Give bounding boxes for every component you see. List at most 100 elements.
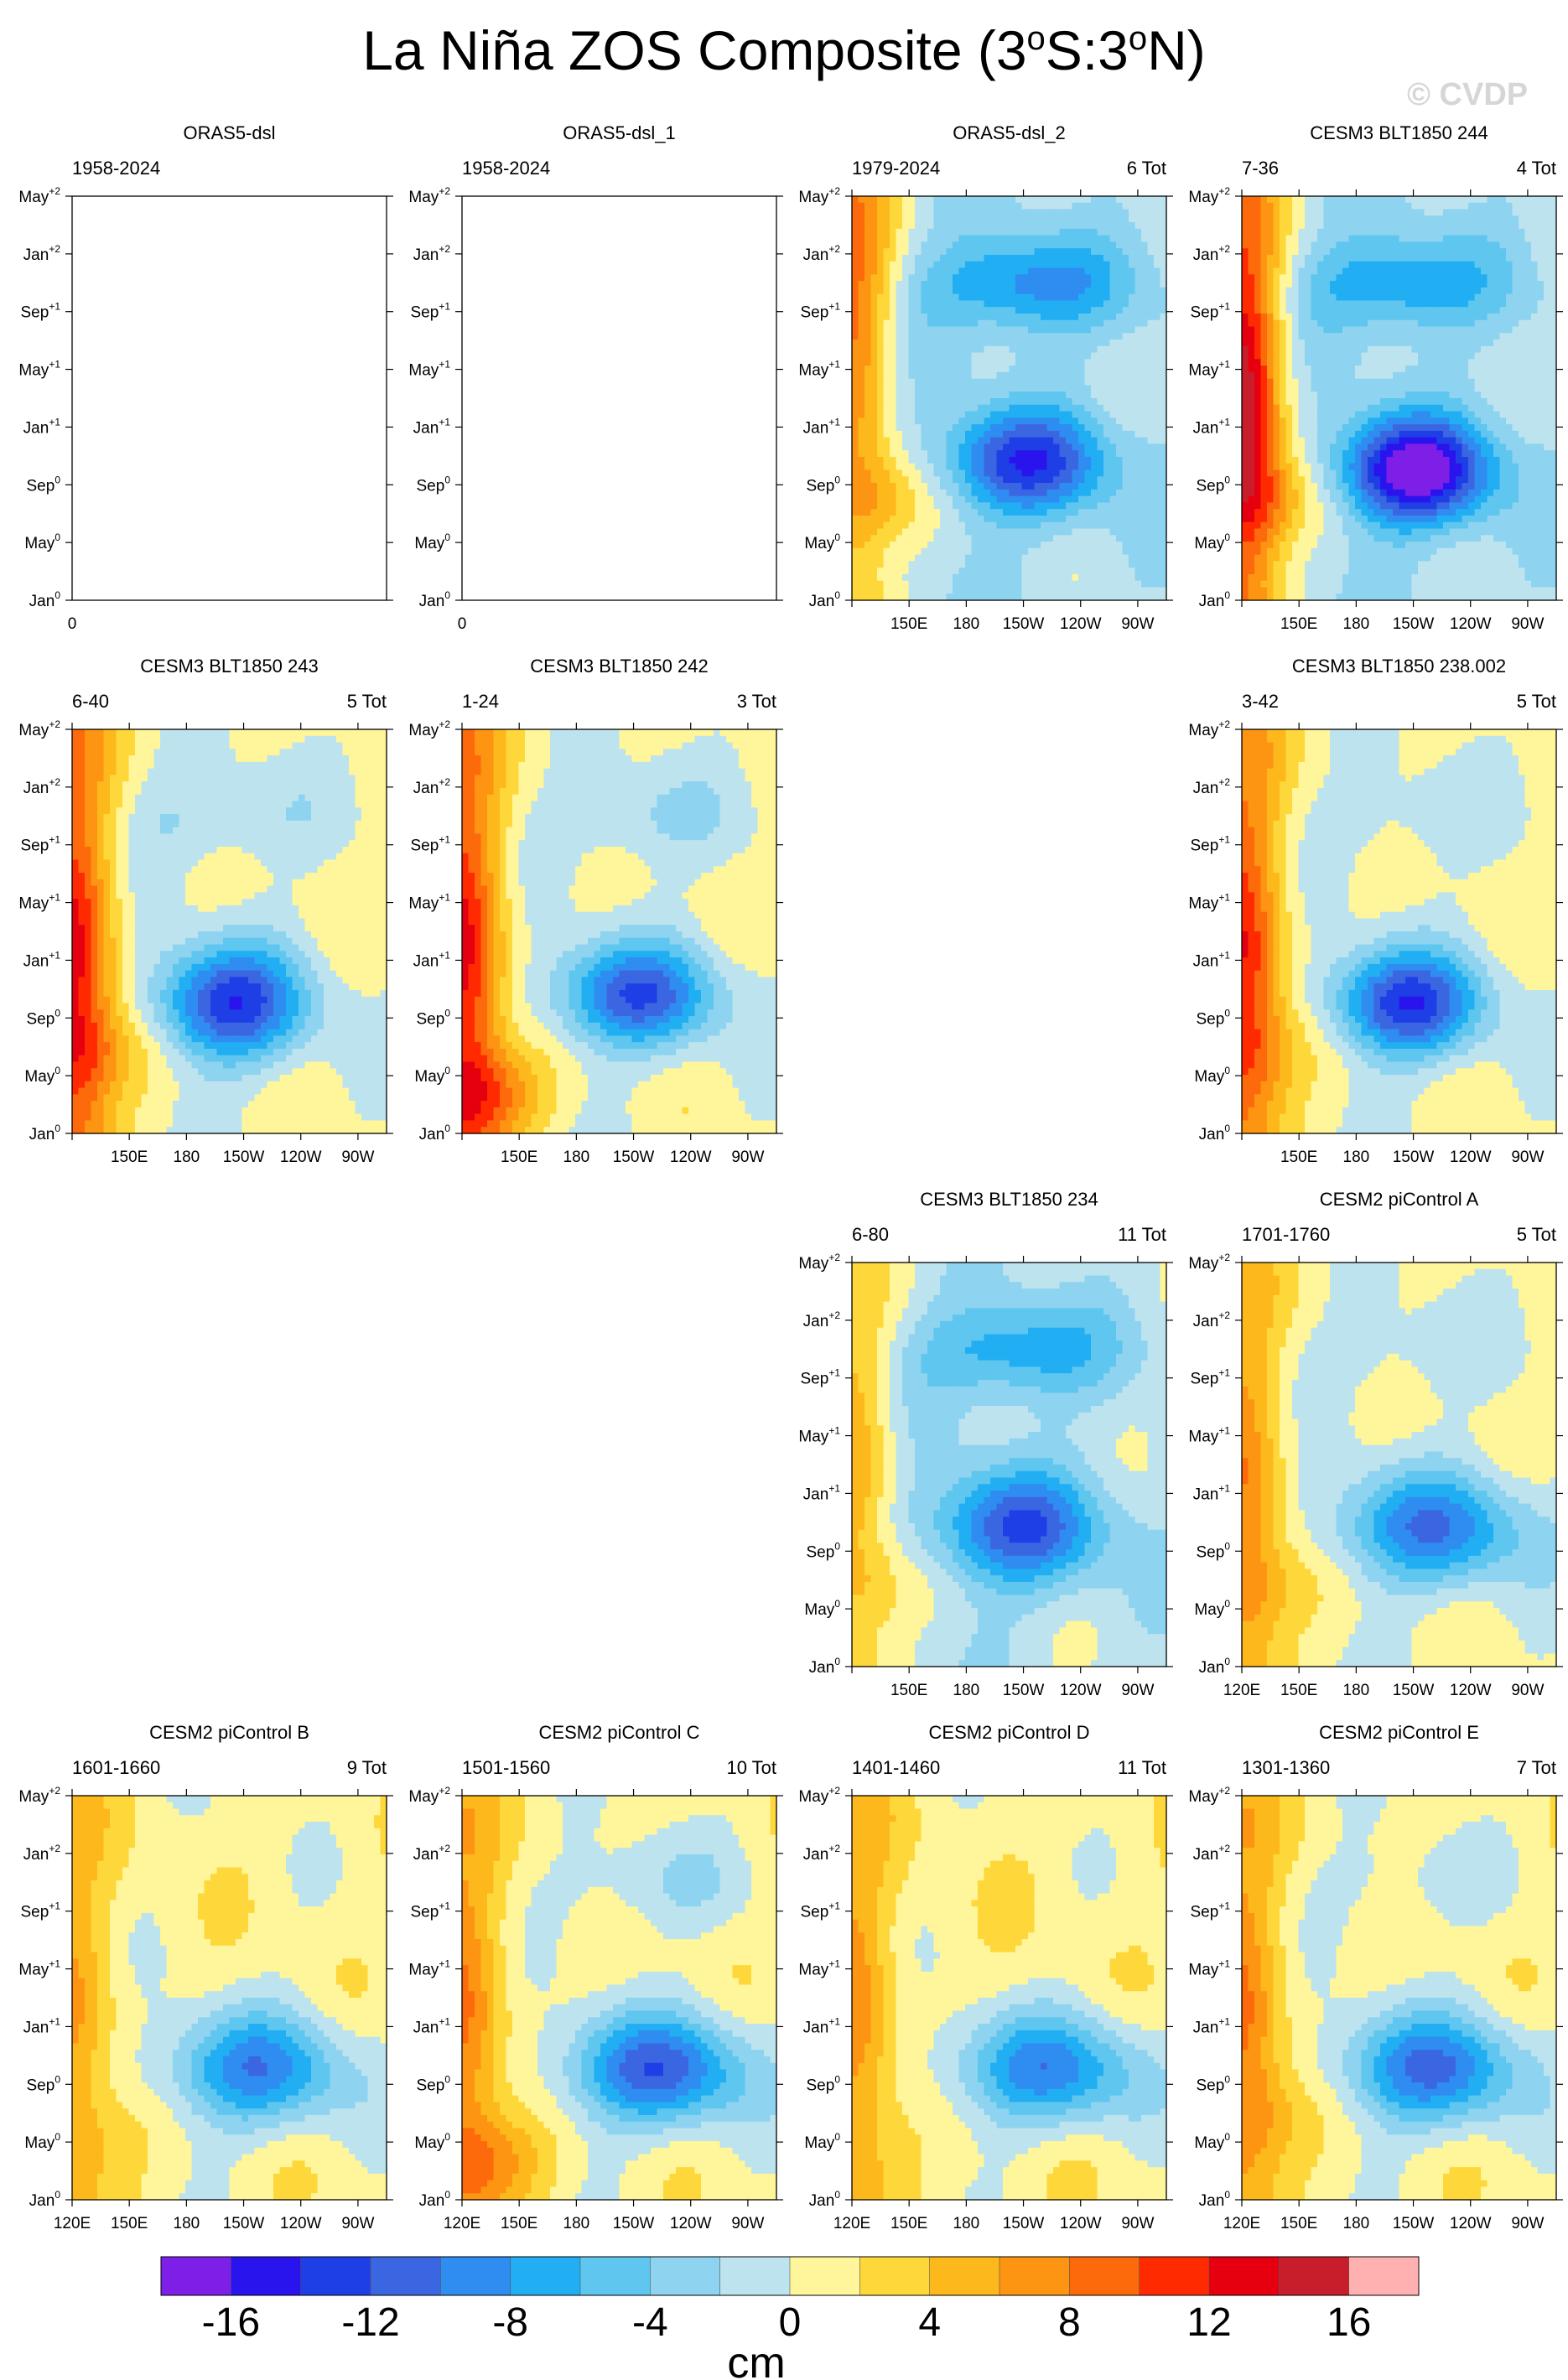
contour-cell bbox=[1116, 307, 1123, 314]
y-tick-label: Jan+1 bbox=[413, 416, 451, 437]
contour-cell bbox=[1098, 222, 1104, 229]
contour-cell bbox=[859, 288, 865, 294]
contour-cell bbox=[902, 300, 909, 307]
contour-cell bbox=[871, 210, 878, 216]
contour-cell bbox=[859, 210, 865, 216]
contour-cell bbox=[1123, 314, 1129, 320]
contour-cell bbox=[1148, 236, 1155, 242]
contour-cell bbox=[1010, 215, 1016, 222]
contour-cell bbox=[1148, 307, 1155, 314]
contour-cell bbox=[997, 203, 1004, 210]
contour-cell bbox=[1003, 196, 1010, 203]
contour-cell bbox=[909, 196, 916, 203]
contour-cell bbox=[984, 268, 991, 275]
contour-cell bbox=[953, 288, 959, 294]
contour-cell bbox=[884, 222, 890, 229]
contour-cell bbox=[877, 314, 884, 320]
contour-cell bbox=[1148, 203, 1155, 210]
contour-cell bbox=[997, 314, 1004, 320]
contour-cell bbox=[990, 248, 997, 255]
contour-cell bbox=[852, 236, 859, 242]
contour-cell bbox=[922, 262, 928, 268]
contour-cell bbox=[990, 222, 997, 229]
contour-cell bbox=[1129, 236, 1135, 242]
contour-cell bbox=[1015, 222, 1022, 229]
contour-cell bbox=[902, 215, 909, 222]
contour-cell bbox=[1003, 294, 1010, 301]
contour-cell bbox=[1035, 210, 1041, 216]
contour-cell bbox=[940, 281, 947, 288]
contour-cell bbox=[877, 320, 884, 327]
contour-cell bbox=[871, 314, 878, 320]
contour-cell bbox=[1085, 255, 1092, 262]
contour-cell bbox=[922, 241, 928, 248]
contour-cell bbox=[953, 203, 959, 210]
contour-cell bbox=[1141, 229, 1148, 236]
panel-period: 1958-2024 bbox=[72, 158, 160, 179]
contour-cell bbox=[1053, 294, 1060, 301]
panel-event-count: 6 Tot bbox=[1127, 158, 1166, 179]
contour-cell bbox=[1015, 229, 1022, 236]
contour-cell bbox=[877, 236, 884, 242]
contour-cell bbox=[902, 281, 909, 288]
contour-cell bbox=[915, 255, 922, 262]
contour-cell bbox=[1078, 268, 1085, 275]
contour-cell bbox=[915, 229, 922, 236]
contour-cell bbox=[890, 215, 896, 222]
contour-cell bbox=[852, 262, 859, 268]
contour-cell bbox=[972, 229, 979, 236]
contour-cell bbox=[1154, 196, 1160, 203]
contour-cell bbox=[1066, 248, 1072, 255]
contour-cell bbox=[934, 222, 941, 229]
contour-cell bbox=[1060, 314, 1067, 320]
contour-cell bbox=[1066, 203, 1072, 210]
contour-cell bbox=[1072, 236, 1079, 242]
contour-cell bbox=[1022, 248, 1029, 255]
contour-cell bbox=[1110, 241, 1117, 248]
contour-cell bbox=[1141, 288, 1148, 294]
contour-cell bbox=[1003, 210, 1010, 216]
contour-cell bbox=[896, 320, 903, 327]
contour-cell bbox=[972, 196, 979, 203]
contour-cell bbox=[1053, 274, 1060, 281]
contour-cell bbox=[953, 255, 959, 262]
contour-cell bbox=[1154, 288, 1160, 294]
contour-cell bbox=[864, 203, 871, 210]
contour-cell bbox=[1141, 281, 1148, 288]
contour-cell bbox=[978, 294, 984, 301]
contour-cell bbox=[1154, 262, 1160, 268]
contour-cell bbox=[909, 326, 916, 333]
contour-cell bbox=[990, 294, 997, 301]
contour-cell bbox=[896, 307, 903, 314]
contour-cell bbox=[1091, 229, 1098, 236]
contour-cell bbox=[1148, 300, 1155, 307]
contour-cell bbox=[1110, 196, 1117, 203]
contour-cell bbox=[1141, 236, 1148, 242]
contour-cell bbox=[934, 262, 941, 268]
contour-cell bbox=[959, 314, 966, 320]
contour-cell bbox=[1148, 210, 1155, 216]
contour-cell bbox=[1135, 300, 1142, 307]
contour-cell bbox=[859, 229, 865, 236]
contour-cell bbox=[1053, 326, 1060, 333]
contour-cell bbox=[1129, 274, 1135, 281]
contour-cell bbox=[1091, 222, 1098, 229]
contour-cell bbox=[1072, 210, 1079, 216]
contour-cell bbox=[915, 241, 922, 248]
contour-cell bbox=[890, 222, 896, 229]
contour-cell bbox=[902, 255, 909, 262]
contour-cell bbox=[1041, 241, 1047, 248]
contour-cell bbox=[1141, 320, 1148, 327]
contour-cell bbox=[959, 281, 966, 288]
contour-cell bbox=[990, 236, 997, 242]
contour-cell bbox=[934, 307, 941, 314]
contour-cell bbox=[1003, 236, 1010, 242]
contour-cell bbox=[1129, 307, 1135, 314]
contour-cell bbox=[864, 241, 871, 248]
contour-cell bbox=[1060, 307, 1067, 314]
contour-cell bbox=[859, 241, 865, 248]
contour-cell bbox=[1010, 196, 1016, 203]
contour-cell bbox=[990, 262, 997, 268]
contour-cell bbox=[1072, 262, 1079, 268]
contour-cell bbox=[1116, 236, 1123, 242]
